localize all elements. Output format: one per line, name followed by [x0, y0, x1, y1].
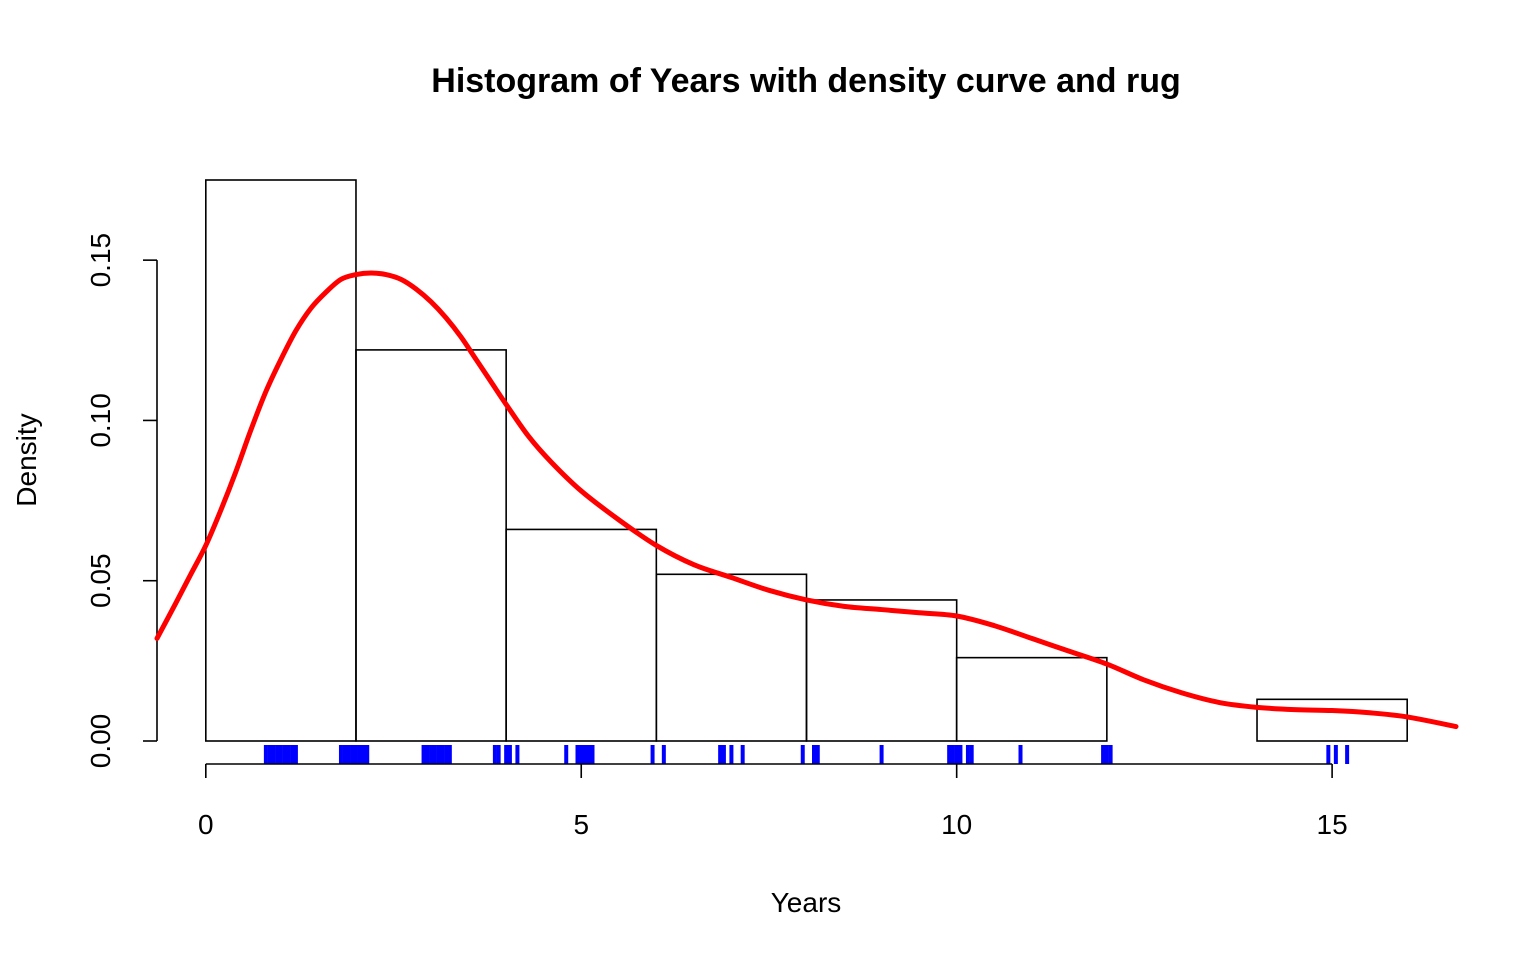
x-tick-label: 0 [198, 809, 214, 840]
histogram-bar [205, 179, 357, 742]
x-tick-label: 10 [941, 809, 972, 840]
histogram-bar [805, 599, 958, 742]
y-axis-label: Density [11, 413, 42, 506]
histogram-bar [955, 656, 1108, 742]
y-tick-label: 0.10 [85, 393, 116, 448]
rug-marks [263, 745, 1350, 764]
chart-title: Histogram of Years with density curve an… [431, 62, 1180, 100]
density-curve-group [154, 270, 1459, 730]
histogram-bar [355, 349, 507, 742]
histogram-bar [505, 528, 658, 742]
x-tick-label: 5 [573, 809, 589, 840]
y-tick-label: 0.05 [85, 553, 116, 608]
y-tick-label: 0.15 [85, 233, 116, 288]
density-curve [154, 270, 1459, 730]
histogram-bar [1256, 698, 1408, 742]
y-axis: 0.00 0.05 0.10 0.15 [85, 233, 158, 769]
histogram-bar [655, 573, 808, 742]
y-tick-label: 0.00 [85, 714, 116, 769]
x-axis: 0 5 10 15 [198, 763, 1348, 840]
histogram-bars [205, 179, 1408, 742]
x-tick-label: 15 [1317, 809, 1348, 840]
x-axis-label: Years [771, 887, 842, 918]
